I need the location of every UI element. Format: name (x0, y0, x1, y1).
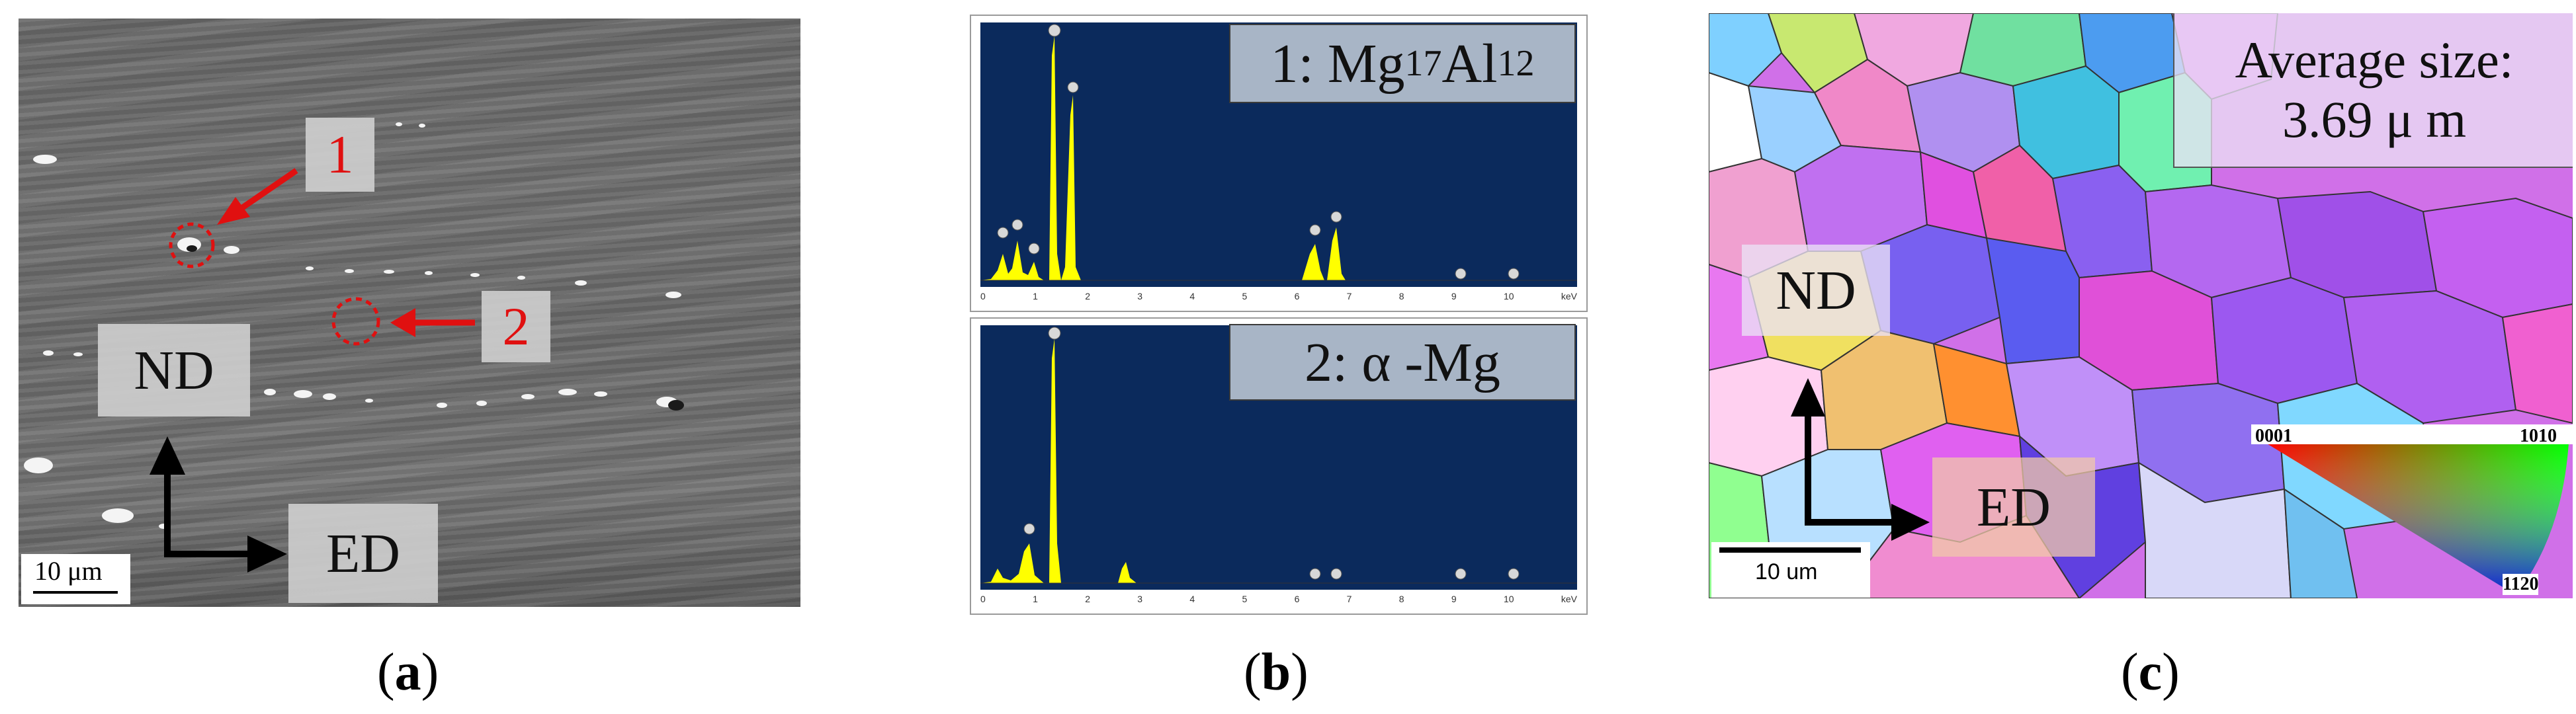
spectrum-2-label: 2: α -Mg (1229, 324, 1576, 401)
spectrum-1-peaks (980, 24, 1577, 281)
marker-2-label: 2 (502, 296, 530, 356)
avg-size-line2: 3.69 μ m (2282, 91, 2466, 148)
ipf-label-1010: 1010 (2520, 426, 2557, 446)
marker-1-label: 1 (326, 124, 354, 184)
scale-bar-label: 10 μm (34, 556, 103, 586)
nd-label-box: ND (98, 324, 250, 416)
spectrum-2-peaks (980, 327, 1577, 584)
nd-label: ND (1776, 259, 1856, 321)
nd-label: ND (134, 339, 214, 401)
eds-spectrum-1: 1: Mg 17 Al 12 0 1 2 3 4 5 6 7 8 9 10 keV (970, 15, 1588, 312)
ed-label: ED (1977, 476, 2051, 538)
sem-features (21, 122, 684, 604)
caption-c: (c) (2121, 643, 2180, 701)
marker-1-box: 1 (306, 118, 374, 192)
spectrum-2-ticks: 0 1 2 3 4 5 6 7 8 9 10 keV (980, 594, 1577, 604)
ipf-label-1120: 1120 (2503, 574, 2539, 595)
caption-b: (b) (1244, 643, 1309, 701)
average-size-box: Average size: 3.69 μ m (2173, 13, 2573, 168)
ed-label: ED (326, 522, 400, 584)
ebsd-ipf-map: Average size: 3.69 μ m ND ED 10 um 0001 … (1709, 13, 2573, 598)
eds-spectrum-2: 2: α -Mg 0 1 2 3 4 5 6 7 8 9 10 keV (970, 317, 1588, 615)
sem-micrograph: 1 2 ND ED 10 μm (19, 19, 800, 607)
ed-label-box: ED (1932, 457, 2095, 557)
nd-label-box: ND (1742, 245, 1890, 336)
grain-map (1709, 13, 2573, 598)
ipf-label-0001: 0001 (2255, 426, 2292, 446)
ed-label-box: ED (288, 504, 438, 603)
scale-bar-label: 10 um (1755, 559, 1818, 584)
spectrum-1-label: 1: Mg 17 Al 12 (1229, 24, 1576, 103)
marker-2-box: 2 (482, 291, 550, 362)
avg-size-line1: Average size: (2235, 31, 2514, 89)
caption-a: (a) (377, 643, 439, 701)
spectrum-1-ticks: 0 1 2 3 4 5 6 7 8 9 10 keV (980, 291, 1577, 301)
